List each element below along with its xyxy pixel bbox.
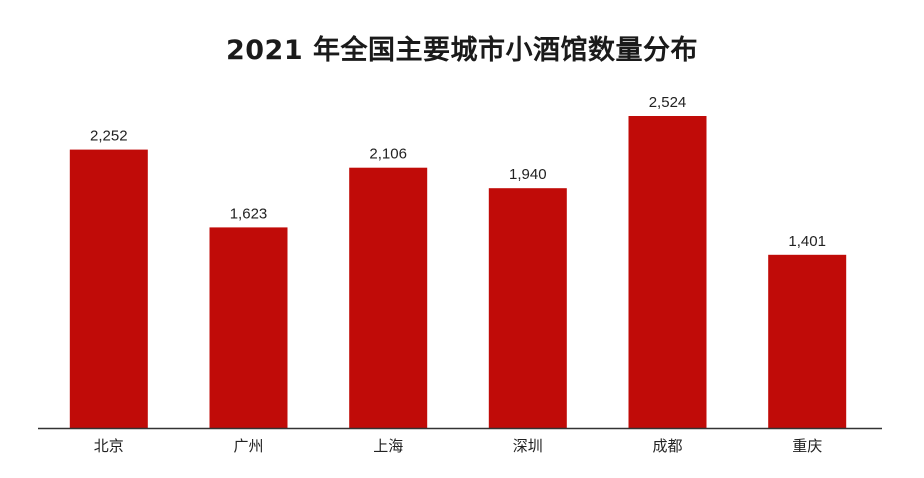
value-labels-group: 2,252 1,623 2,106 1,940 2,524 1,401: [90, 94, 826, 250]
bar-value-label: 1,940: [509, 166, 547, 183]
bars-group: [69, 116, 847, 428]
bar-3: [349, 167, 428, 428]
bar-6: [768, 254, 847, 428]
x-tick-label: 上海: [373, 437, 403, 455]
bar-value-label: 2,106: [369, 146, 407, 163]
x-tick-label: 深圳: [513, 437, 543, 455]
bar-value-label: 2,524: [649, 94, 687, 111]
bar-value-label: 1,623: [230, 205, 268, 222]
x-tick-labels-group: 北京 广州 上海 深圳 成都 重庆: [94, 437, 822, 455]
bar-value-label: 1,401: [788, 233, 826, 250]
x-tick-label: 广州: [233, 437, 263, 455]
x-tick-label: 重庆: [792, 437, 822, 455]
bar-5: [628, 116, 707, 428]
bar-4: [488, 188, 567, 428]
x-tick-label: 北京: [94, 437, 124, 455]
bar-value-label: 2,252: [90, 128, 128, 145]
x-tick-label: 成都: [652, 437, 682, 455]
chart-title: 2021 年全国主要城市小酒馆数量分布: [225, 35, 699, 66]
bar-1: [69, 149, 148, 428]
bar-2: [209, 227, 288, 428]
